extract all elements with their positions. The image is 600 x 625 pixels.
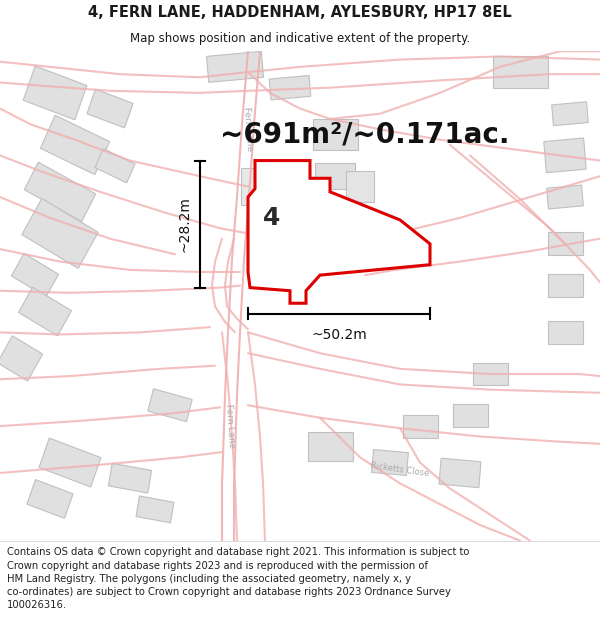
Text: ~691m²/~0.171ac.: ~691m²/~0.171ac. [220,121,510,149]
Polygon shape [39,438,101,487]
Polygon shape [493,56,548,88]
Polygon shape [19,288,71,336]
Polygon shape [27,479,73,518]
Text: ~28.2m: ~28.2m [178,196,192,252]
Polygon shape [452,404,487,427]
Polygon shape [241,168,296,205]
Polygon shape [148,389,192,422]
Polygon shape [87,89,133,128]
Polygon shape [109,463,152,493]
Polygon shape [24,162,96,221]
Polygon shape [346,171,374,202]
Text: Map shows position and indicative extent of the property.: Map shows position and indicative extent… [130,32,470,45]
Polygon shape [473,362,508,386]
Polygon shape [40,115,110,174]
Polygon shape [548,232,583,256]
Polygon shape [551,102,589,126]
Polygon shape [269,76,311,100]
Polygon shape [403,414,437,437]
Polygon shape [95,149,135,183]
Text: 4, FERN LANE, HADDENHAM, AYLESBURY, HP17 8EL: 4, FERN LANE, HADDENHAM, AYLESBURY, HP17… [88,5,512,20]
Polygon shape [315,163,355,189]
Polygon shape [23,66,87,120]
Polygon shape [206,51,263,82]
Text: Ricketts Close: Ricketts Close [370,461,430,478]
Polygon shape [313,119,358,150]
Polygon shape [439,458,481,488]
Text: Fern Lane: Fern Lane [242,107,254,152]
Polygon shape [22,199,98,268]
Polygon shape [308,432,353,461]
Polygon shape [544,138,586,172]
Polygon shape [548,274,583,297]
Polygon shape [11,253,59,297]
Text: ~50.2m: ~50.2m [311,328,367,342]
Polygon shape [248,161,430,303]
Polygon shape [371,449,409,476]
Text: 4: 4 [263,206,281,230]
Polygon shape [548,321,583,344]
Text: Contains OS data © Crown copyright and database right 2021. This information is : Contains OS data © Crown copyright and d… [7,548,470,610]
Polygon shape [547,185,583,209]
Polygon shape [0,336,43,381]
Text: Fern Lane: Fern Lane [224,404,236,449]
Polygon shape [136,496,174,522]
